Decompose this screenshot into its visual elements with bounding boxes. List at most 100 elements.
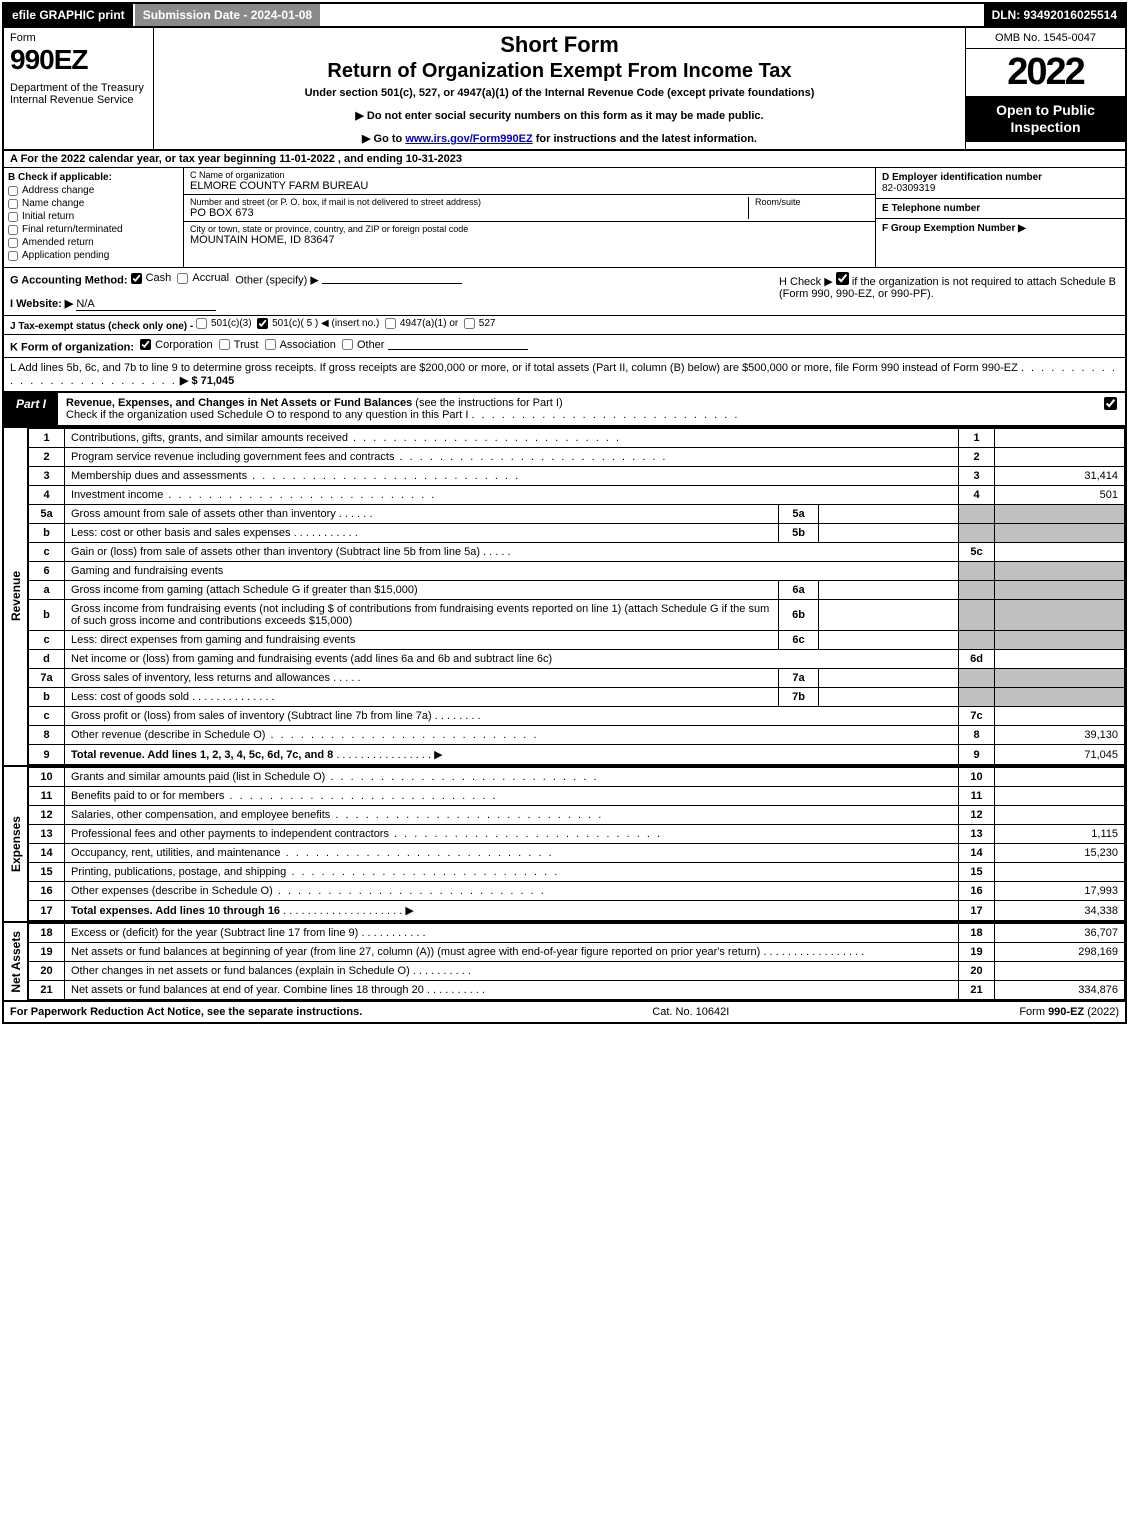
line-7c: cGross profit or (loss) from sales of in…: [29, 707, 1125, 726]
line-13-desc-text: Professional fees and other payments to …: [71, 828, 389, 840]
line-7a-num: 7a: [29, 669, 65, 688]
part-i-bar: Part I Revenue, Expenses, and Changes in…: [4, 393, 1125, 426]
chk-final-return-text: Final return/terminated: [22, 224, 123, 235]
netassets-sidelabel-col: Net Assets: [4, 923, 28, 1000]
line-16-desc: Other expenses (describe in Schedule O): [65, 882, 959, 901]
e-tel-block: E Telephone number: [876, 199, 1125, 219]
chk-trust[interactable]: Trust: [219, 339, 259, 351]
chk-501c3-box[interactable]: [196, 318, 207, 329]
line-6d-desc: Net income or (loss) from gaming and fun…: [65, 650, 959, 669]
chk-cash[interactable]: Cash: [131, 272, 172, 284]
line-18-amt: 36,707: [995, 924, 1125, 943]
header-left: Form 990EZ Department of the Treasury In…: [4, 28, 154, 149]
block-b-to-f: B Check if applicable: Address change Na…: [4, 168, 1125, 268]
form-title: Return of Organization Exempt From Incom…: [164, 60, 955, 83]
chk-address-change-text: Address change: [22, 185, 94, 196]
line-6: 6Gaming and fundraising events: [29, 562, 1125, 581]
line-7c-amt: [995, 707, 1125, 726]
chk-initial-return-box[interactable]: [8, 212, 18, 222]
line-6c-subval: [819, 631, 959, 650]
chk-501c-box[interactable]: [257, 318, 268, 329]
chk-trust-text: Trust: [234, 339, 259, 351]
line-3-desc-text: Membership dues and assessments: [71, 470, 247, 482]
g-other-input[interactable]: [322, 283, 462, 284]
line-7c-col: 7c: [959, 707, 995, 726]
line-10: 10Grants and similar amounts paid (list …: [29, 768, 1125, 787]
chk-part-i-schedule-o[interactable]: [1104, 397, 1117, 410]
chk-accrual[interactable]: Accrual: [177, 272, 229, 284]
chk-4947-text: 4947(a)(1) or: [400, 318, 458, 329]
chk-4947[interactable]: 4947(a)(1) or: [385, 318, 458, 329]
chk-527-box[interactable]: [464, 318, 475, 329]
c-addr-label: Number and street (or P. O. box, if mail…: [190, 197, 742, 207]
line-20: 20Other changes in net assets or fund ba…: [29, 962, 1125, 981]
irs-link[interactable]: www.irs.gov/Form990EZ: [405, 133, 532, 145]
chk-address-change-box[interactable]: [8, 186, 18, 196]
chk-527[interactable]: 527: [464, 318, 496, 329]
e-tel-label: E Telephone number: [882, 203, 1119, 214]
chk-corporation[interactable]: Corporation: [140, 339, 212, 351]
chk-amended-return[interactable]: Amended return: [8, 237, 179, 248]
chk-accrual-box[interactable]: [177, 273, 188, 284]
chk-application-pending[interactable]: Application pending: [8, 250, 179, 261]
line-5c-desc-text: Gain or (loss) from sale of assets other…: [71, 546, 480, 558]
revenue-table: 1Contributions, gifts, grants, and simil…: [28, 428, 1125, 765]
chk-4947-box[interactable]: [385, 318, 396, 329]
k-other-input[interactable]: [388, 349, 528, 350]
line-6b-sublabel: 6b: [779, 600, 819, 631]
chk-corporation-box[interactable]: [140, 339, 151, 350]
line-14-desc-text: Occupancy, rent, utilities, and maintena…: [71, 847, 281, 859]
chk-final-return-box[interactable]: [8, 225, 18, 235]
chk-501c[interactable]: 501(c)( 5 ) ◀ (insert no.): [257, 318, 379, 329]
chk-other[interactable]: Other: [342, 339, 385, 351]
line-5c-col: 5c: [959, 543, 995, 562]
line-7a-sublabel: 7a: [779, 669, 819, 688]
chk-address-change[interactable]: Address change: [8, 185, 179, 196]
chk-final-return[interactable]: Final return/terminated: [8, 224, 179, 235]
chk-h-box[interactable]: [836, 272, 849, 285]
line-18-num: 18: [29, 924, 65, 943]
c-city-block: City or town, state or province, country…: [184, 222, 875, 248]
line-2-desc-text: Program service revenue including govern…: [71, 451, 394, 463]
chk-other-box[interactable]: [342, 339, 353, 350]
line-10-dots: [325, 771, 598, 783]
efile-print-label[interactable]: efile GRAPHIC print: [4, 4, 133, 26]
line-6c-shade2: [995, 631, 1125, 650]
expenses-section: Expenses 10Grants and similar amounts pa…: [4, 765, 1125, 921]
line-12-dots: [330, 809, 603, 821]
chk-amended-return-box[interactable]: [8, 238, 18, 248]
line-7a-subval: [819, 669, 959, 688]
expenses-table: 10Grants and similar amounts paid (list …: [28, 767, 1125, 921]
line-20-col: 20: [959, 962, 995, 981]
chk-cash-box[interactable]: [131, 273, 142, 284]
chk-name-change[interactable]: Name change: [8, 198, 179, 209]
line-11: 11Benefits paid to or for members11: [29, 787, 1125, 806]
chk-501c3[interactable]: 501(c)(3): [196, 318, 252, 329]
c-addr-value: PO BOX 673: [190, 207, 742, 219]
expenses-sidelabel-col: Expenses: [4, 767, 28, 921]
k-label: K Form of organization:: [10, 341, 134, 353]
chk-application-pending-box[interactable]: [8, 251, 18, 261]
revenue-table-wrap: 1Contributions, gifts, grants, and simil…: [28, 428, 1125, 765]
line-1-num: 1: [29, 429, 65, 448]
chk-initial-return[interactable]: Initial return: [8, 211, 179, 222]
part-i-dots: [471, 409, 739, 421]
line-8: 8Other revenue (describe in Schedule O)8…: [29, 726, 1125, 745]
note-link: ▶ Go to www.irs.gov/Form990EZ for instru…: [164, 132, 955, 145]
line-18: 18Excess or (deficit) for the year (Subt…: [29, 924, 1125, 943]
line-19-desc: Net assets or fund balances at beginning…: [65, 943, 959, 962]
chk-initial-return-text: Initial return: [22, 211, 74, 222]
note2-pre: ▶ Go to: [362, 133, 405, 145]
line-4-desc: Investment income: [65, 486, 959, 505]
line-3-num: 3: [29, 467, 65, 486]
part-i-title-rest: (see the instructions for Part I): [412, 397, 562, 409]
chk-association[interactable]: Association: [265, 339, 336, 351]
chk-association-box[interactable]: [265, 339, 276, 350]
expenses-sidelabel: Expenses: [9, 816, 23, 872]
omb-number: OMB No. 1545-0047: [966, 28, 1125, 49]
chk-trust-box[interactable]: [219, 339, 230, 350]
line-8-dots: [265, 729, 538, 741]
line-13-desc: Professional fees and other payments to …: [65, 825, 959, 844]
chk-name-change-box[interactable]: [8, 199, 18, 209]
h-pre: H Check ▶: [779, 276, 836, 288]
